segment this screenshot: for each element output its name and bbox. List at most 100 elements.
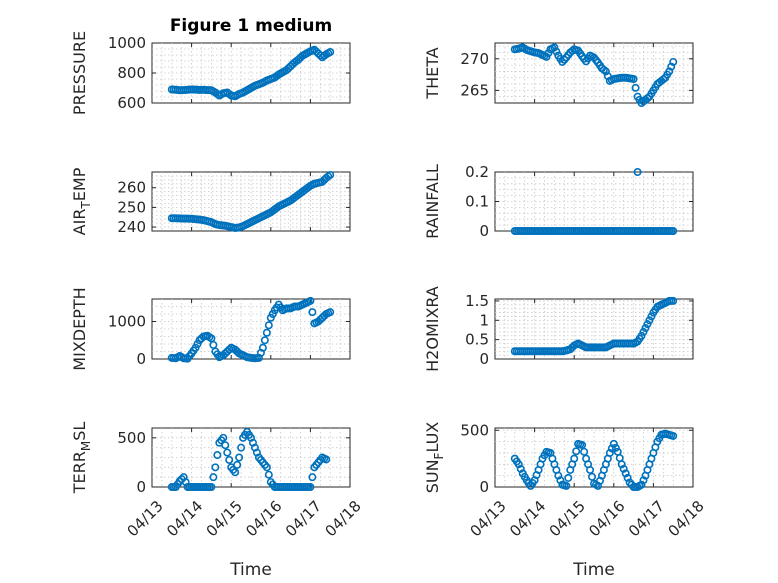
- data-point: [550, 43, 559, 52]
- data-point: [516, 464, 525, 473]
- data-point: [619, 464, 628, 473]
- x-tick-label: 04/16: [585, 497, 628, 540]
- y-tick-label: 0: [479, 222, 489, 240]
- data-point: [326, 308, 335, 317]
- data-point: [580, 447, 589, 456]
- y-tick-label: 600: [117, 94, 146, 112]
- data-point: [264, 470, 273, 479]
- data-point: [209, 473, 218, 482]
- data-point: [264, 321, 273, 330]
- data-point: [211, 463, 220, 472]
- data-point: [621, 469, 630, 478]
- x-tick-label: 04/14: [163, 497, 206, 540]
- x-tick-label: 04/17: [625, 497, 668, 540]
- x-tick-label: 04/13: [123, 497, 166, 540]
- data-point: [308, 308, 317, 317]
- data-point: [570, 454, 579, 463]
- data-point: [641, 324, 650, 333]
- y-tick-label: 265: [460, 81, 489, 99]
- axes-theta: 265 270 THETA: [423, 42, 694, 108]
- data-point: [631, 83, 640, 92]
- data-point: [607, 444, 616, 453]
- y-tick-label: 0: [479, 350, 489, 368]
- data-point: [326, 47, 335, 56]
- data-point: [669, 296, 678, 305]
- data-point: [219, 433, 228, 442]
- data-point: [562, 481, 571, 490]
- x-tick-label: 04/15: [203, 497, 246, 540]
- data-point: [572, 447, 581, 456]
- data-point: [669, 57, 678, 66]
- data-point: [322, 455, 331, 464]
- figure-title: Figure 1 medium: [170, 16, 332, 36]
- data-point: [221, 441, 230, 450]
- data-point: [237, 443, 246, 452]
- data-point: [645, 316, 654, 325]
- data-point: [233, 460, 242, 469]
- data-point: [609, 439, 618, 448]
- data-point: [306, 296, 315, 305]
- axes-rainfall: 0 0.1 0.2 RAINFALL: [423, 163, 694, 240]
- data-point: [235, 453, 244, 462]
- data-point: [639, 476, 648, 485]
- x-tick-label: 04/15: [546, 497, 589, 540]
- y-axis-label-sun_flux: SUNFLUX: [423, 422, 446, 494]
- data-point: [578, 441, 587, 450]
- axes-h2omixra: 00.5 11.5 H2OMIXRA: [423, 286, 694, 372]
- data-point: [258, 343, 267, 352]
- y-tick-label: 240: [117, 218, 146, 236]
- data-point: [669, 431, 678, 440]
- data-point: [225, 455, 234, 464]
- y-axis-label-theta: THETA: [423, 47, 442, 99]
- x-axis-label-left: Time: [229, 560, 272, 580]
- data-point: [213, 451, 222, 460]
- y-tick-label: 0.2: [465, 163, 489, 181]
- y-axis-label-mixdepth: MIXDEPTH: [70, 287, 89, 370]
- data-point: [629, 75, 638, 84]
- data-point: [586, 465, 595, 474]
- data-point: [514, 460, 523, 469]
- data-point: [554, 471, 563, 480]
- y-tick-label: 1: [479, 311, 489, 329]
- y-axis-label-air_temp: AIRTEMP: [70, 167, 93, 235]
- data-point: [262, 328, 271, 337]
- data-point: [605, 448, 614, 457]
- data-point: [665, 67, 674, 76]
- data-point: [308, 473, 317, 482]
- y-axis-label-terr_msl: TERRMSL: [70, 422, 93, 495]
- y-axis-label-h2omixra: H2OMIXRA: [423, 286, 442, 372]
- data-point: [552, 47, 561, 56]
- data-point: [601, 67, 610, 76]
- axes-pressure: 600 800 1000 PRESSURE: [70, 31, 351, 115]
- y-axis-label-rainfall: RAINFALL: [423, 164, 442, 239]
- data-point: [588, 472, 597, 481]
- y-tick-label: 0: [136, 478, 146, 496]
- y-tick-label: 270: [460, 50, 489, 68]
- data-point: [643, 320, 652, 329]
- data-point: [633, 168, 642, 177]
- x-tick-label: 04/17: [282, 497, 325, 540]
- y-tick-label: 500: [117, 429, 146, 447]
- y-axis-label-pressure: PRESSURE: [70, 31, 89, 115]
- data-point: [326, 170, 335, 179]
- data-point: [223, 448, 232, 457]
- y-tick-label: 1.5: [465, 292, 489, 310]
- y-tick-label: 260: [117, 179, 146, 197]
- y-tick-label: 500: [460, 421, 489, 439]
- data-point: [231, 468, 240, 477]
- y-tick-label: 0.1: [465, 193, 489, 211]
- data-point: [306, 482, 315, 491]
- data-point: [667, 62, 676, 71]
- data-point: [669, 227, 678, 236]
- data-point: [611, 443, 620, 452]
- data-point: [556, 476, 565, 485]
- x-tick-label: 04/14: [506, 497, 549, 540]
- x-tick-label: 04/13: [466, 497, 509, 540]
- y-tick-label: 1000: [108, 34, 146, 52]
- axes-mixdepth: 0 1000 MIXDEPTH: [70, 287, 351, 371]
- x-tick-label: 04/18: [664, 497, 707, 540]
